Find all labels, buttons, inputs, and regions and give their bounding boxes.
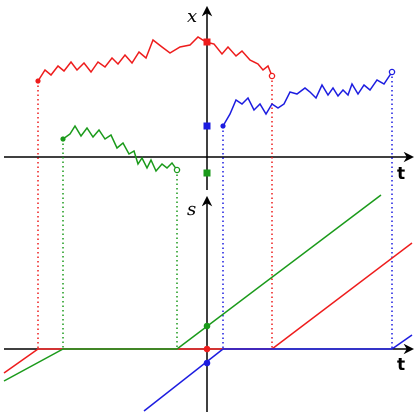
red-line-right xyxy=(271,242,413,350)
top-axis-label: x xyxy=(187,6,197,27)
blue-marker-bottom xyxy=(203,359,211,367)
green-line-right xyxy=(176,194,382,350)
blue-path xyxy=(222,71,393,127)
red-path-end xyxy=(268,72,276,80)
red-marker-bottom xyxy=(203,345,211,353)
red-line-left xyxy=(3,348,39,374)
green-marker-top xyxy=(203,169,211,177)
green-line-left xyxy=(3,348,64,382)
top-time-label: t xyxy=(397,164,405,184)
red-marker-top xyxy=(203,38,211,46)
bottom-time-label: t xyxy=(397,355,405,375)
green-path-end xyxy=(173,166,181,174)
blue-path-end xyxy=(388,68,396,76)
blue-path-start xyxy=(220,123,226,129)
red-path-start xyxy=(35,78,41,84)
green-marker-bottom xyxy=(203,322,211,330)
green-path-start xyxy=(60,136,66,142)
blue-marker-top xyxy=(203,122,211,130)
blue-line-left xyxy=(143,348,224,412)
red-path xyxy=(37,36,273,82)
bottom-axis-label: s xyxy=(187,199,196,220)
blue-line-right xyxy=(391,334,413,350)
green-path xyxy=(62,124,178,173)
